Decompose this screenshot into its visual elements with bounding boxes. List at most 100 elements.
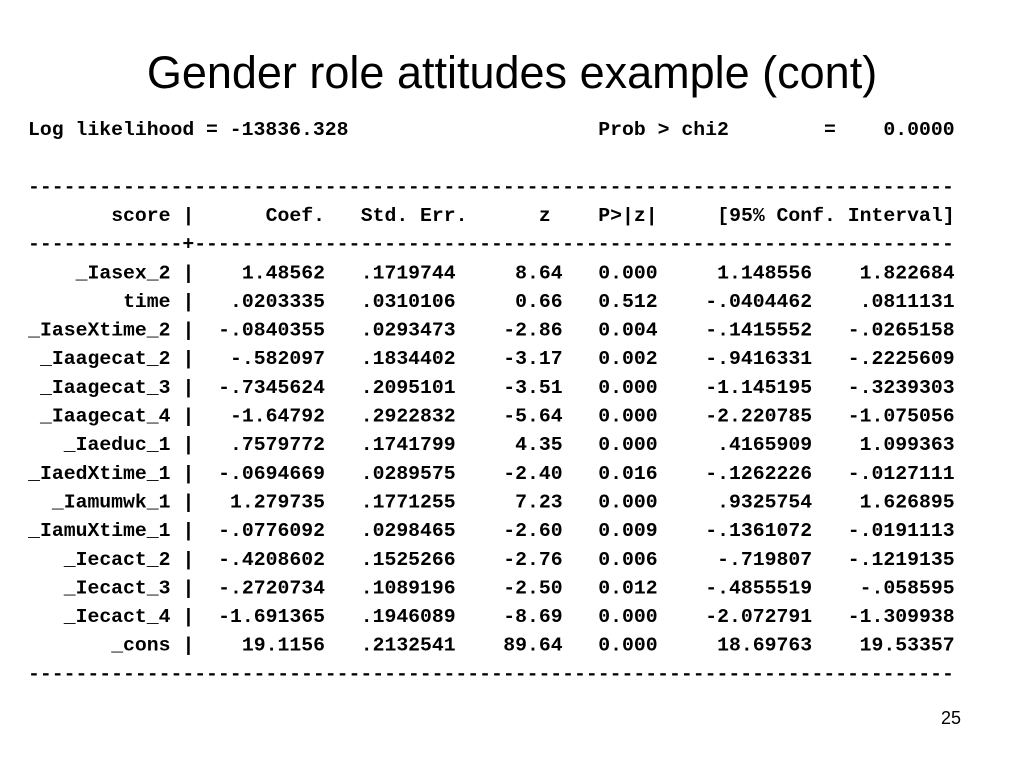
cell: -1.145195 — [705, 377, 812, 399]
cell: -2.072791 — [705, 606, 812, 628]
cell: 0.512 — [598, 291, 657, 313]
column-header: Std. Err. — [361, 205, 468, 227]
cell: 0.000 — [598, 406, 657, 428]
row-label: _Iamumwk_1 — [51, 491, 171, 513]
separator: | — [182, 520, 194, 542]
cell: -1.64792 — [230, 406, 325, 428]
cell: 0.004 — [598, 320, 657, 342]
row-label: _Iasex_2 — [75, 262, 171, 284]
row-label: _Iecact_4 — [63, 606, 171, 628]
separator: | — [182, 406, 194, 428]
cell: -.0265158 — [848, 320, 955, 342]
separator: | — [182, 606, 194, 628]
cell: 8.64 — [515, 262, 563, 284]
separator: | — [182, 549, 194, 571]
cell: .1525266 — [361, 549, 456, 571]
separator: | — [182, 463, 194, 485]
cell: 1.148556 — [717, 262, 812, 284]
cell: 1.099363 — [860, 434, 955, 456]
cell: -8.69 — [503, 606, 562, 628]
row-label: _Iecact_3 — [63, 577, 171, 599]
cell: -2.76 — [503, 549, 562, 571]
row-label: _Iecact_2 — [63, 549, 171, 571]
cell: -.2225609 — [848, 348, 955, 370]
cell: 19.1156 — [242, 635, 325, 657]
cell: -.0694669 — [218, 463, 325, 485]
cell: .1946089 — [361, 606, 456, 628]
cell: 0.000 — [598, 262, 657, 284]
row-label: _Iaagecat_2 — [39, 348, 171, 370]
cell: -.7345624 — [218, 377, 325, 399]
separator: | — [182, 635, 194, 657]
cell: .0310106 — [361, 291, 456, 313]
cell: -2.220785 — [705, 406, 812, 428]
cell: 1.48562 — [242, 262, 325, 284]
cell: 0.002 — [598, 348, 657, 370]
cell: -.582097 — [230, 348, 325, 370]
column-header: P>|z| — [598, 205, 657, 227]
prob-equals: = — [824, 119, 836, 141]
cell: 7.23 — [515, 491, 562, 513]
cell: -5.64 — [503, 406, 562, 428]
cell: 0.016 — [598, 463, 657, 485]
cell: 0.000 — [598, 635, 657, 657]
separator: | — [182, 205, 194, 227]
cell: 1.626895 — [860, 491, 955, 513]
separator: | — [182, 377, 194, 399]
cross-rule: -------------+--------------------------… — [28, 234, 954, 256]
cell: .1771255 — [361, 491, 456, 513]
separator: | — [182, 291, 194, 313]
cell: .0298465 — [361, 520, 456, 542]
cell: -.0127111 — [848, 463, 955, 485]
log-likelihood: Log likelihood = -13836.328 — [28, 119, 349, 141]
column-header: z — [539, 205, 551, 227]
cell: -2.40 — [503, 463, 562, 485]
cell: 18.69763 — [717, 635, 812, 657]
cell: .4165909 — [717, 434, 812, 456]
cell: .1834402 — [361, 348, 456, 370]
cell: 89.64 — [503, 635, 562, 657]
row-label: _IamuXtime_1 — [27, 520, 171, 542]
cell: -1.691365 — [218, 606, 325, 628]
cell: -2.86 — [503, 320, 562, 342]
separator: | — [182, 491, 194, 513]
row-label: _Iaagecat_3 — [39, 377, 171, 399]
cell: -.9416331 — [705, 348, 812, 370]
cell: -.1415552 — [705, 320, 812, 342]
cell: -.0776092 — [218, 520, 325, 542]
cell: .1741799 — [361, 434, 456, 456]
separator: | — [182, 577, 194, 599]
rule: ----------------------------------------… — [28, 663, 954, 685]
row-label: _cons — [110, 635, 170, 657]
cell: -1.309938 — [848, 606, 955, 628]
cell: -.2720734 — [218, 577, 325, 599]
cell: -.0191113 — [848, 520, 955, 542]
cell: .0811131 — [860, 291, 955, 313]
cell: 4.35 — [515, 434, 562, 456]
column-header: [95% Conf. Interval] — [717, 205, 954, 227]
cell: .0289575 — [361, 463, 456, 485]
prob-value: 0.0000 — [883, 119, 954, 141]
cell: -.0404462 — [705, 291, 812, 313]
row-label: _Iaagecat_4 — [39, 406, 171, 428]
cell: -3.51 — [503, 377, 562, 399]
cell: -2.60 — [503, 520, 562, 542]
cell: 1.822684 — [860, 262, 955, 284]
cell: .0203335 — [230, 291, 325, 313]
cell: .1089196 — [361, 577, 456, 599]
rule: ----------------------------------------… — [28, 176, 954, 198]
cell: -.3239303 — [848, 377, 955, 399]
cell: 0.66 — [515, 291, 562, 313]
cell: -.1219135 — [848, 549, 955, 571]
cell: -.0840355 — [218, 320, 325, 342]
cell: -.4208602 — [218, 549, 325, 571]
cell: 1.279735 — [230, 491, 325, 513]
cell: .2095101 — [361, 377, 456, 399]
cell: 19.53357 — [860, 635, 955, 657]
cell: -.1361072 — [705, 520, 812, 542]
column-header: Coef. — [266, 205, 325, 227]
page-number: 25 — [941, 708, 961, 728]
row-label: time — [123, 291, 170, 313]
